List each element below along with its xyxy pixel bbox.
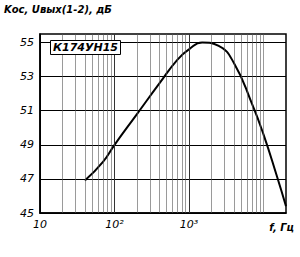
svg-text:53: 53 — [20, 70, 34, 83]
svg-text:10: 10 — [33, 218, 47, 231]
svg-text:51: 51 — [20, 104, 34, 117]
svg-text:49: 49 — [20, 138, 34, 151]
svg-text:10²: 10² — [105, 218, 124, 231]
svg-text:К174УН15: К174УН15 — [53, 41, 118, 54]
svg-text:45: 45 — [20, 207, 34, 220]
svg-text:55: 55 — [20, 36, 34, 49]
svg-text:f, Гц: f, Гц — [269, 222, 294, 233]
svg-text:Kос, Uвых(1-2), дБ: Kос, Uвых(1-2), дБ — [4, 4, 112, 15]
svg-text:47: 47 — [20, 172, 34, 185]
svg-text:10³: 10³ — [180, 218, 199, 231]
